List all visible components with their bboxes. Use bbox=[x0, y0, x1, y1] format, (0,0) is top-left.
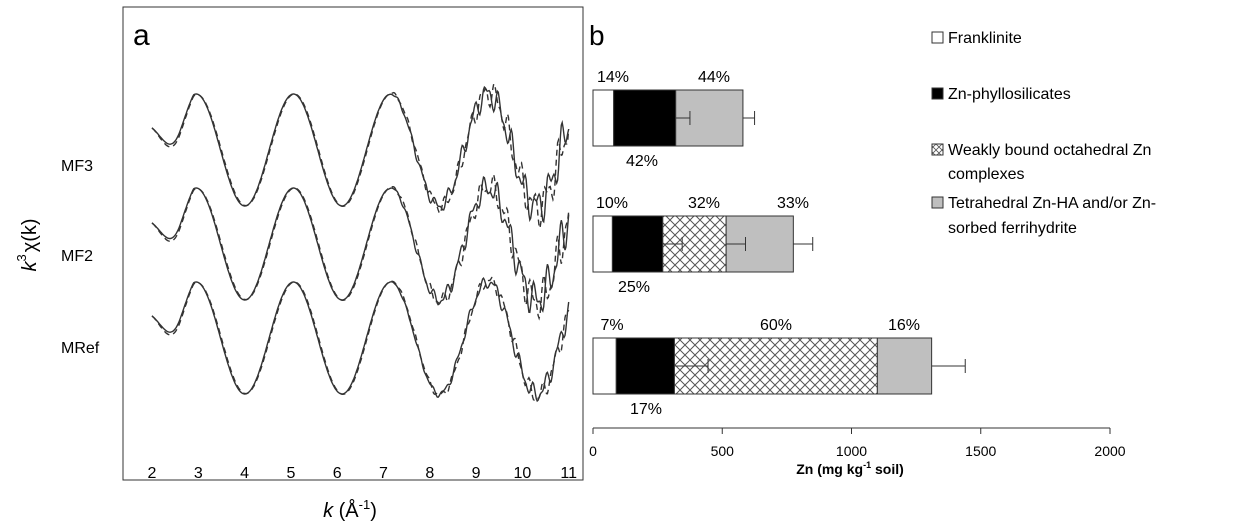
bar-group: 7% 60% 16% 17% bbox=[592, 317, 966, 418]
legend-item-tetrahedral: Tetrahedral Zn-HA and/or Zn- sorbed ferr… bbox=[931, 195, 1156, 237]
x-tick-label: 2 bbox=[148, 465, 157, 482]
x-tick-label: 2000 bbox=[1094, 443, 1125, 459]
x-tick-label: 3 bbox=[194, 465, 203, 482]
series-label-mf2: MF2 bbox=[61, 248, 93, 265]
panel-a: a MF3 MF2 MRef k3χ(k) 2 3 4 5 6 7 8 9 10 11 k (Å-… bbox=[14, 6, 584, 522]
bar-segment-franklinite bbox=[592, 337, 617, 395]
series-label-mref: MRef bbox=[61, 340, 100, 357]
percent-label: 16% bbox=[888, 317, 920, 334]
bar-segment-phyllosilicates bbox=[615, 337, 675, 395]
x-tick-label: 1000 bbox=[836, 443, 867, 459]
x-tick-label: 0 bbox=[589, 443, 597, 459]
bar-segment-franklinite bbox=[592, 215, 613, 273]
panel-b: b 14% 44% 42% 10% 32% 33% 25% 7% 60% 16% 17% 0 500 1… bbox=[589, 20, 1126, 477]
x-tick-label: 1500 bbox=[965, 443, 996, 459]
y-axis-label: k3χ(k) bbox=[14, 218, 41, 271]
legend-label-phyllosilicates: Zn-phyllosilicates bbox=[948, 86, 1071, 103]
legend-label-tetrahedral: Tetrahedral Zn-HA and/or Zn- bbox=[948, 195, 1156, 212]
legend-label-franklinite: Franklinite bbox=[948, 30, 1022, 47]
curve-fit-mf3 bbox=[151, 83, 570, 231]
bar-segment-tetrahedral bbox=[876, 337, 933, 395]
percent-label: 60% bbox=[760, 317, 792, 334]
curve-data-mref bbox=[151, 277, 570, 403]
panel-b-label: b bbox=[589, 20, 605, 51]
percent-label: 10% bbox=[596, 195, 628, 212]
x-tick-label: 500 bbox=[711, 443, 735, 459]
percent-label: 14% bbox=[597, 69, 629, 86]
legend-swatch-phyllosilicates bbox=[931, 87, 944, 100]
x-tick-label: 11 bbox=[560, 465, 577, 482]
x-axis-title: Zn (mg kg-1 soil) bbox=[796, 460, 904, 477]
x-tick-label: 4 bbox=[240, 465, 249, 482]
legend-label-octahedral: Weakly bound octahedral Zn bbox=[948, 142, 1151, 159]
x-tick-label: 6 bbox=[333, 465, 342, 482]
x-tick-label: 7 bbox=[379, 465, 388, 482]
percent-label: 33% bbox=[777, 195, 809, 212]
panel-a-frame bbox=[122, 6, 584, 481]
legend-label-tetrahedral-line2: sorbed ferrihydrite bbox=[948, 220, 1077, 237]
bar-segment-phyllosilicates bbox=[613, 89, 677, 147]
x-axis-ticks: 0 500 1000 1500 2000 bbox=[589, 428, 1126, 459]
svg-text:k3χ(k): k3χ(k) bbox=[14, 218, 41, 271]
percent-label: 17% bbox=[630, 401, 662, 418]
percent-label: 32% bbox=[688, 195, 720, 212]
legend-item-octahedral: Weakly bound octahedral Zn complexes bbox=[931, 142, 1151, 183]
percent-label: 44% bbox=[698, 69, 730, 86]
x-tick-labels: 2 3 4 5 6 7 8 9 10 11 bbox=[148, 465, 578, 482]
panel-a-label: a bbox=[133, 19, 150, 52]
legend-item-phyllosilicates: Zn-phyllosilicates bbox=[931, 86, 1071, 103]
x-axis-label: k (Å-1) bbox=[323, 497, 377, 522]
percent-label: 7% bbox=[600, 317, 623, 334]
bar-segment-phyllosilicates bbox=[611, 215, 664, 273]
legend-swatch-franklinite bbox=[931, 31, 944, 44]
bar-group: 10% 32% 33% 25% bbox=[592, 195, 814, 296]
x-tick-label: 8 bbox=[425, 465, 434, 482]
bar-group: 14% 44% 42% bbox=[592, 69, 756, 170]
percent-label: 42% bbox=[626, 153, 658, 170]
series-label-mf3: MF3 bbox=[61, 158, 93, 175]
legend-swatch-tetrahedral bbox=[931, 196, 944, 209]
curve-fit-mref bbox=[151, 276, 570, 401]
percent-label: 25% bbox=[618, 279, 650, 296]
x-tick-label: 9 bbox=[472, 465, 481, 482]
x-tick-label: 5 bbox=[286, 465, 295, 482]
legend-swatch-octahedral bbox=[931, 143, 944, 156]
stacked-bars: 14% 44% 42% 10% 32% 33% 25% 7% 60% 16% 17% bbox=[592, 69, 966, 418]
curve-data-mf2 bbox=[151, 175, 570, 314]
x-tick-label: 10 bbox=[514, 465, 532, 482]
bar-segment-franklinite bbox=[592, 89, 615, 147]
curve-fit-mf2 bbox=[151, 172, 570, 321]
exafs-curves bbox=[151, 83, 570, 403]
legend: Franklinite Zn-phyllosilicates Weakly bo… bbox=[931, 30, 1156, 237]
legend-label-octahedral-line2: complexes bbox=[948, 166, 1024, 183]
legend-item-franklinite: Franklinite bbox=[931, 30, 1022, 47]
curve-data-mf3 bbox=[151, 85, 570, 224]
